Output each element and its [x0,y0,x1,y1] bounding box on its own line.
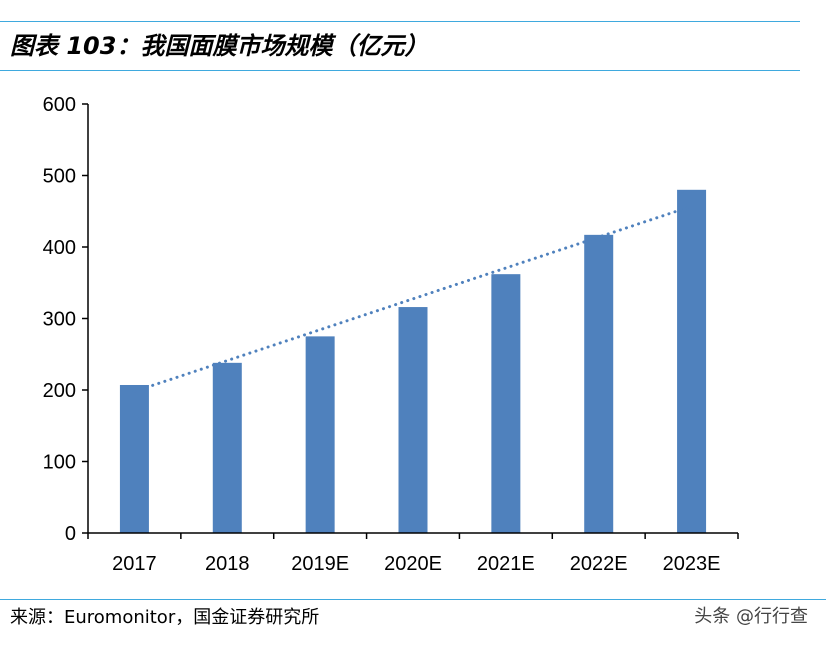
y-tick-label-300: 300 [43,309,76,331]
bar-2020E [398,307,428,533]
x-tick-label-2018: 2018 [205,553,250,575]
chart-title: 图表 103：我国面膜市场规模（亿元） [10,32,429,60]
y-tick-label-400: 400 [43,237,76,259]
x-tick-label-2021E: 2021E [477,553,535,575]
y-tick-label-100: 100 [43,452,76,474]
footer-rule [0,599,826,600]
bar-chart: 0 100 200 300 400 500 600 2017 2018 2019E 2020E 202… [43,94,739,575]
x-tick-label-2022E: 2022E [570,553,628,575]
top-rule [0,21,800,22]
y-tick-label-200: 200 [43,380,76,402]
bar-2018 [212,362,242,533]
bar-2017 [119,384,149,533]
chart-area: 0 100 200 300 400 500 600 2017 2018 2019E 2020E 202… [10,74,770,594]
bar-2021E [491,274,521,533]
bar-2023E [677,189,707,534]
bar-2019E [305,336,335,533]
title-rule [0,70,800,71]
y-tick-label-600: 600 [43,94,76,116]
trendline [132,204,694,393]
x-tick-label-2019E: 2019E [291,553,349,575]
watermark: 头条 @行行查 [694,606,808,627]
x-tick-label-2020E: 2020E [384,553,442,575]
y-tick-label-500: 500 [43,166,76,188]
bar-2022E [584,234,614,533]
x-tick-label-2023E: 2023E [663,553,721,575]
x-tick-label-2017: 2017 [112,553,157,575]
source-note: 来源：Euromonitor，国金证券研究所 [10,607,320,628]
y-tick-label-0: 0 [65,523,76,545]
